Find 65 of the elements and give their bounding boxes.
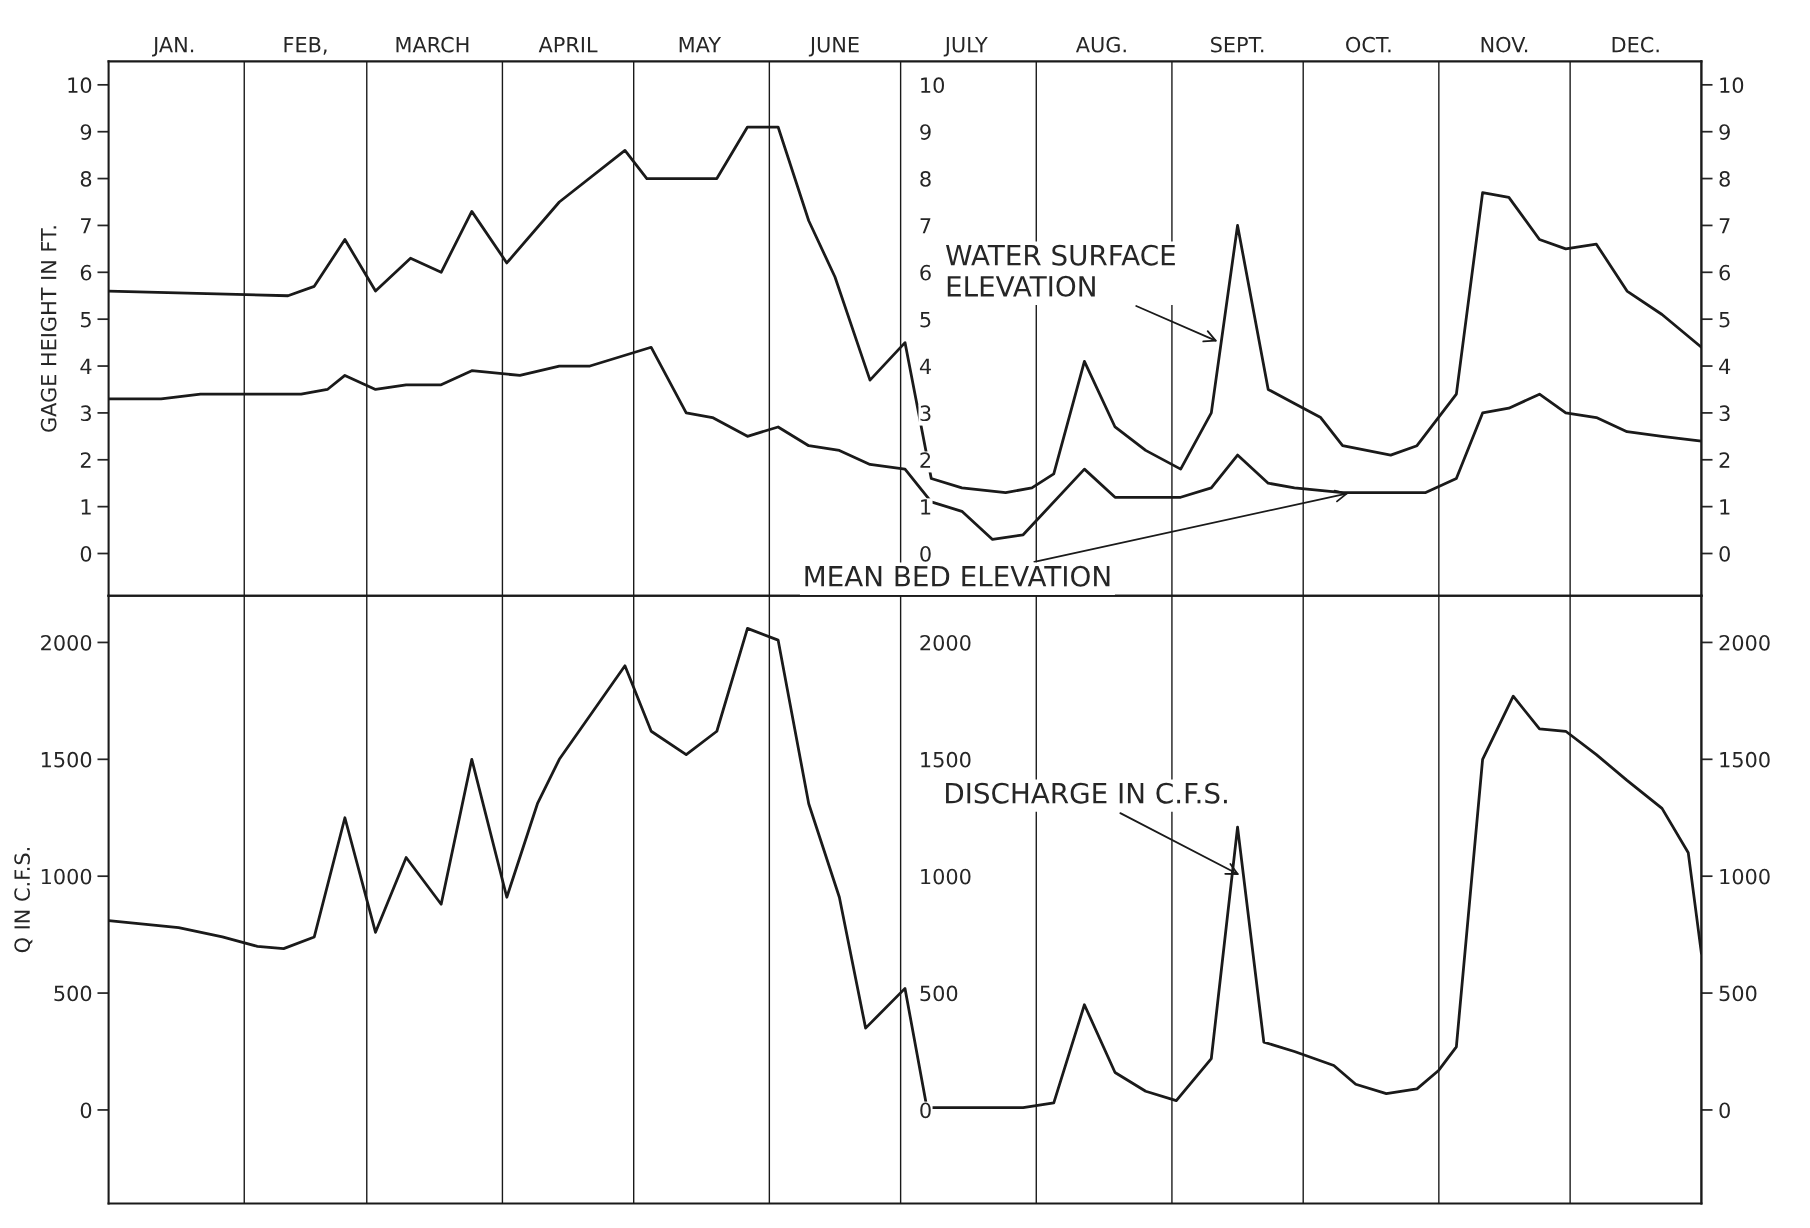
x-tick-label: OCT. xyxy=(1346,36,1391,53)
y-tick-label: 9 xyxy=(80,124,92,140)
y-axis-title: GAGE HEIGHT IN FT. xyxy=(40,226,57,432)
y3-tick-label: 1 xyxy=(921,499,931,515)
y3-tick-label: 0 xyxy=(920,545,931,562)
y-tick-label: 1000 xyxy=(41,868,92,885)
x-tick-label: AUG. xyxy=(1075,36,1126,53)
y2-tick-label: 6 xyxy=(1719,264,1731,281)
x-tick-label: FEB, xyxy=(284,37,327,55)
y2-tick-label: 0 xyxy=(1719,545,1730,562)
y3-tick-label: 1000 xyxy=(921,868,971,885)
y3-tick-label: 2000 xyxy=(920,634,971,651)
y-tick-label: 500 xyxy=(54,985,92,1002)
y-tick-label: 1 xyxy=(81,499,91,515)
y-tick-label: 1500 xyxy=(41,751,92,768)
y2-tick-label: 0 xyxy=(1719,1102,1730,1119)
y2-tick-label: 1500 xyxy=(1720,751,1770,768)
y2-tick-label: 4 xyxy=(1719,358,1731,374)
y2-tick-label: 5 xyxy=(1719,311,1730,328)
annotation: WATER SURFACE ELEVATION xyxy=(945,244,1175,297)
y2-tick-label: 1 xyxy=(1720,499,1730,515)
x-tick-label: MAY xyxy=(679,37,722,53)
y-tick-label: 3 xyxy=(80,405,91,422)
x-tick-label: NOV. xyxy=(1481,36,1528,53)
x-tick-label: MARCH xyxy=(396,36,469,53)
x-tick-label: JULY xyxy=(943,37,988,57)
x-tick-label: JAN. xyxy=(152,37,194,57)
y2-tick-label: 2000 xyxy=(1719,634,1770,651)
y-tick-label: 5 xyxy=(80,311,91,328)
y3-tick-label: 5 xyxy=(920,311,931,328)
x-tick-label: SEPT. xyxy=(1211,36,1264,53)
y3-tick-label: 2 xyxy=(920,452,931,468)
y-tick-label: 6 xyxy=(80,264,92,281)
y-tick-label: 7 xyxy=(81,218,91,234)
x-tick-label: APRIL xyxy=(538,37,598,53)
y-tick-label: 0 xyxy=(80,545,92,562)
y2-tick-label: 3 xyxy=(1719,405,1730,422)
y2-tick-label: 10 xyxy=(1720,77,1744,94)
y-tick-label: 8 xyxy=(80,171,92,187)
y-tick-label: 2 xyxy=(80,452,91,468)
y2-tick-label: 2 xyxy=(1719,452,1730,468)
y3-tick-label: 9 xyxy=(920,124,931,140)
y3-tick-label: 0 xyxy=(920,1102,931,1119)
y3-tick-label: 6 xyxy=(920,264,931,281)
annotation: MEAN BED ELEVATION xyxy=(805,565,1110,587)
x-tick-label: DEC. xyxy=(1612,36,1659,53)
y2-tick-label: 7 xyxy=(1719,218,1730,234)
y-tick-label: 0 xyxy=(80,1102,92,1119)
y2-tick-label: 1000 xyxy=(1720,868,1770,885)
annotation: DISCHARGE IN C.F.S. xyxy=(946,782,1227,804)
y3-tick-label: 8 xyxy=(920,171,931,187)
y3-tick-label: 1500 xyxy=(921,751,971,768)
x-tick-label: JUNE xyxy=(808,37,859,57)
y3-tick-label: 500 xyxy=(920,985,958,1002)
y3-tick-label: 7 xyxy=(920,218,931,234)
y-axis-title: Q IN C.F.S. xyxy=(14,847,33,953)
y3-tick-label: 4 xyxy=(919,358,931,374)
y3-tick-label: 3 xyxy=(920,405,931,422)
y2-tick-label: 9 xyxy=(1719,124,1730,140)
y2-tick-label: 500 xyxy=(1719,985,1757,1002)
y-tick-label: 2000 xyxy=(41,634,92,651)
y3-tick-label: 10 xyxy=(921,77,945,94)
y2-tick-label: 8 xyxy=(1719,171,1730,187)
y-tick-label: 10 xyxy=(68,77,92,94)
y-tick-label: 4 xyxy=(80,358,92,374)
